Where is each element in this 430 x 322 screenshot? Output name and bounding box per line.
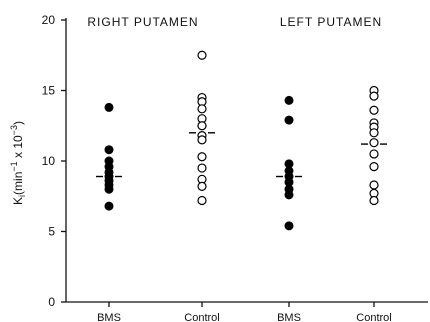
y-tick-label: 5 xyxy=(48,225,55,239)
data-point-filled xyxy=(284,115,294,125)
ylabel-sup2: −3 xyxy=(9,125,19,135)
y-tick-label: 0 xyxy=(48,295,55,309)
ylabel-close: ) xyxy=(11,121,25,125)
data-point-open xyxy=(369,162,379,172)
axes xyxy=(65,18,428,303)
y-tick-label: 15 xyxy=(42,84,56,98)
svg-text:Ki(min−1 x 10−3): Ki(min−1 x 10−3) xyxy=(9,121,27,205)
y-ticks: 0 5 10 15 20 xyxy=(42,13,66,309)
data-point-filled xyxy=(104,145,114,155)
panel-title-right-putamen: RIGHT PUTAMEN xyxy=(87,15,198,29)
panel-title-left-putamen: LEFT PUTAMEN xyxy=(280,15,382,29)
data-point-open xyxy=(369,195,379,206)
data-point-filled xyxy=(284,95,294,105)
data-point-open xyxy=(369,105,379,115)
data-point-open xyxy=(197,195,207,206)
data-point-open xyxy=(197,121,207,131)
data-point-filled xyxy=(104,184,114,194)
category-label: Control xyxy=(356,312,391,322)
data-point-open xyxy=(197,152,207,162)
category-label: Control xyxy=(184,312,219,322)
ylabel-unit2: x 10 xyxy=(11,135,25,161)
data-point-open xyxy=(369,180,379,190)
category-labels: BMS Control BMS Control xyxy=(97,312,392,322)
data-point-filled xyxy=(284,221,294,231)
x-ticks xyxy=(108,302,375,307)
data-point-open xyxy=(369,128,379,138)
category-label: BMS xyxy=(97,312,121,322)
data-point-open xyxy=(369,91,379,101)
data-point-open xyxy=(197,104,207,114)
data-point-open xyxy=(369,138,379,148)
ylabel-unit1: (min xyxy=(11,172,25,195)
data-point-open xyxy=(369,149,379,159)
mean-lines xyxy=(96,132,387,178)
data-points xyxy=(104,50,379,231)
y-axis-label: Ki(min−1 x 10−3) xyxy=(9,121,27,205)
data-point-open xyxy=(197,163,207,173)
data-point-open xyxy=(197,135,207,145)
data-point-open xyxy=(197,50,207,60)
category-label: BMS xyxy=(277,312,301,322)
data-point-open xyxy=(197,181,207,191)
ylabel-sub: i xyxy=(17,195,27,197)
panel-titles: RIGHT PUTAMEN LEFT PUTAMEN xyxy=(87,15,382,29)
ylabel-sup1: −1 xyxy=(9,161,19,171)
y-tick-label: 10 xyxy=(42,154,56,168)
ylabel-main: K xyxy=(11,197,25,205)
data-point-filled xyxy=(284,190,294,200)
data-point-filled xyxy=(104,102,114,112)
y-tick-label: 20 xyxy=(42,13,56,27)
data-point-filled xyxy=(104,201,114,211)
